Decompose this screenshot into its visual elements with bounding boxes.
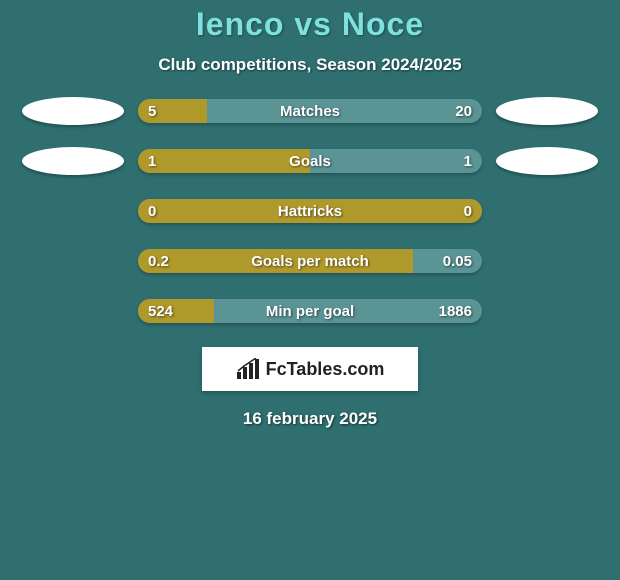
player-marker-left: [22, 97, 124, 125]
page-title: Ienco vs Noce: [0, 6, 620, 43]
stat-row: 524Min per goal1886: [0, 297, 620, 325]
stat-bar: 0Hattricks0: [138, 199, 482, 223]
stat-value-right: 0: [464, 199, 472, 223]
stat-row: 5Matches20: [0, 97, 620, 125]
stat-value-right: 0.05: [443, 249, 472, 273]
stat-row: 0.2Goals per match0.05: [0, 247, 620, 275]
stat-bar: 0.2Goals per match0.05: [138, 249, 482, 273]
date-text: 16 february 2025: [0, 409, 620, 429]
bars-icon: [236, 358, 262, 380]
brand-badge: FcTables.com: [202, 347, 418, 391]
player-marker-right: [496, 97, 598, 125]
stat-bar: 1Goals1: [138, 149, 482, 173]
stat-metric-label: Goals per match: [138, 249, 482, 273]
stat-metric-label: Min per goal: [138, 299, 482, 323]
stat-bar: 5Matches20: [138, 99, 482, 123]
stat-row: 1Goals1: [0, 147, 620, 175]
player-marker-left: [22, 147, 124, 175]
stat-value-right: 1886: [439, 299, 472, 323]
stat-row: 0Hattricks0: [0, 197, 620, 225]
stats-container: 5Matches20 1Goals1 0Hattricks0 0.2Goals per…: [0, 97, 620, 325]
stat-value-right: 20: [455, 99, 472, 123]
stat-metric-label: Matches: [138, 99, 482, 123]
player-marker-right: [496, 147, 598, 175]
brand-text: FcTables.com: [266, 359, 385, 380]
stat-value-right: 1: [464, 149, 472, 173]
stat-metric-label: Goals: [138, 149, 482, 173]
subtitle: Club competitions, Season 2024/2025: [0, 55, 620, 75]
stat-metric-label: Hattricks: [138, 199, 482, 223]
stat-bar: 524Min per goal1886: [138, 299, 482, 323]
comparison-infographic: Ienco vs Noce Club competitions, Season …: [0, 0, 620, 580]
